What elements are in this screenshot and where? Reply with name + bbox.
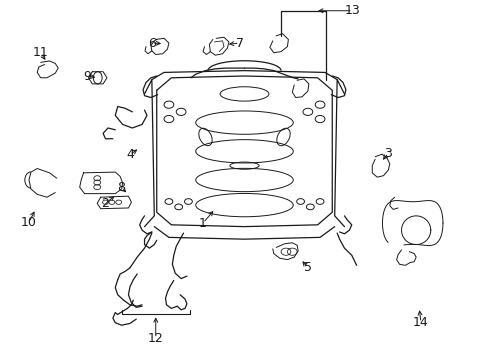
Text: 11: 11 xyxy=(33,46,48,59)
Text: 2: 2 xyxy=(102,197,109,210)
Text: 6: 6 xyxy=(147,36,156,50)
Text: 9: 9 xyxy=(83,69,91,82)
Text: 14: 14 xyxy=(412,316,428,329)
Text: 5: 5 xyxy=(303,261,311,274)
Text: 3: 3 xyxy=(384,147,391,159)
Text: 12: 12 xyxy=(147,332,163,345)
Text: 8: 8 xyxy=(118,181,125,194)
Text: 7: 7 xyxy=(235,36,243,50)
Text: 1: 1 xyxy=(199,216,206,230)
Text: 13: 13 xyxy=(344,4,360,17)
Text: 4: 4 xyxy=(126,148,134,161)
Text: 10: 10 xyxy=(21,216,37,229)
